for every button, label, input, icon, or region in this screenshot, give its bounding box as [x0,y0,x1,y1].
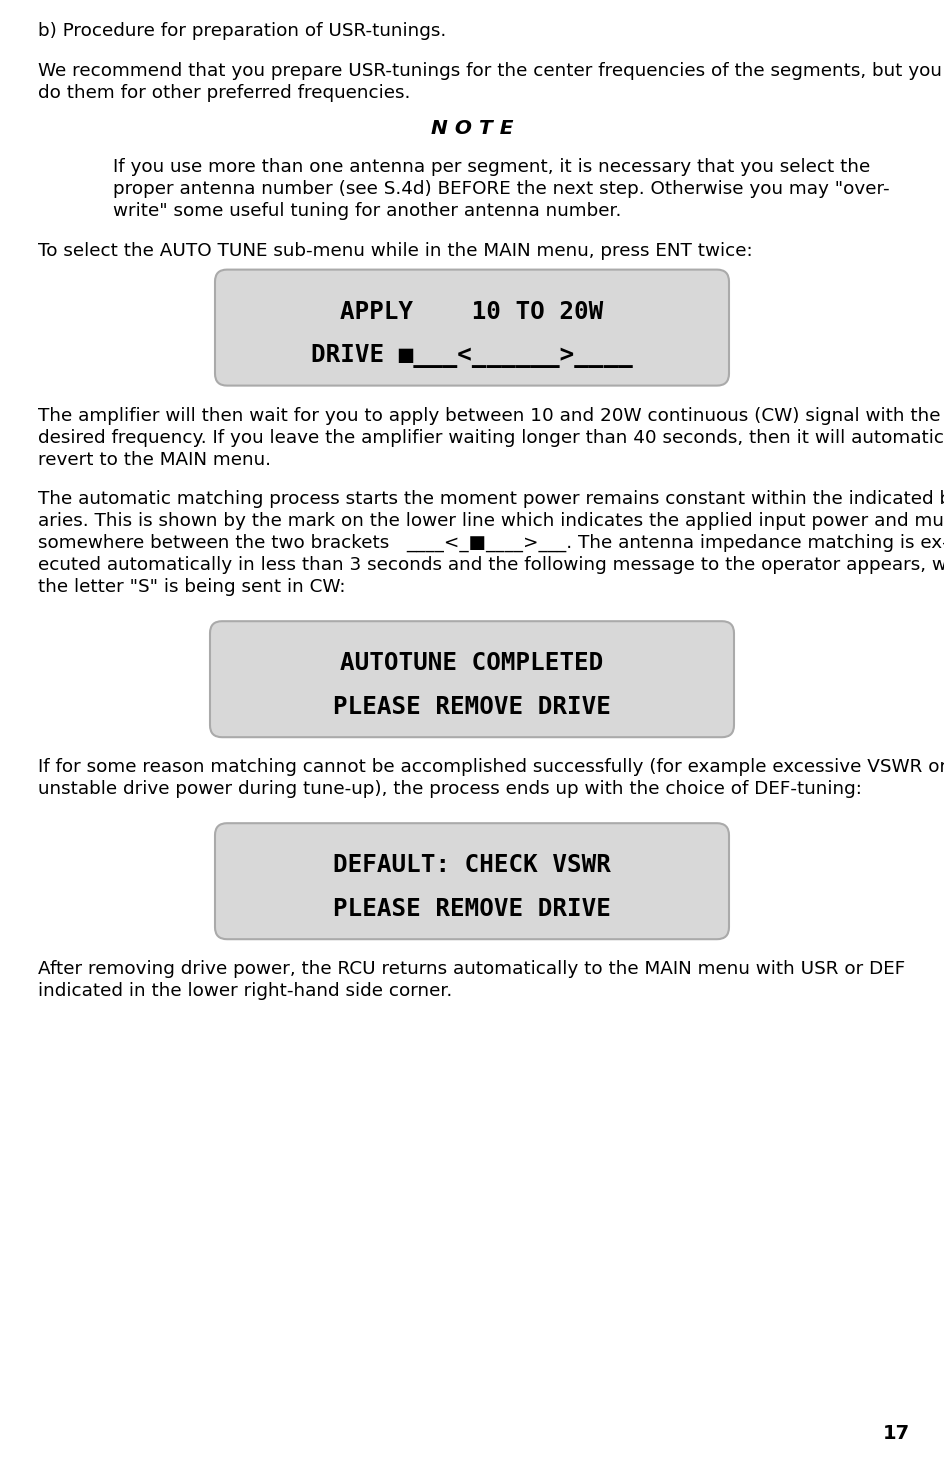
Text: desired frequency. If you leave the amplifier waiting longer than 40 seconds, th: desired frequency. If you leave the ampl… [38,429,944,446]
Text: do them for other preferred frequencies.: do them for other preferred frequencies. [38,83,410,101]
FancyBboxPatch shape [215,269,728,386]
Text: the letter "S" is being sent in CW:: the letter "S" is being sent in CW: [38,578,346,597]
Text: If you use more than one antenna per segment, it is necessary that you select th: If you use more than one antenna per seg… [113,158,869,177]
Text: After removing drive power, the RCU returns automatically to the MAIN menu with : After removing drive power, the RCU retu… [38,960,904,979]
Text: PLEASE REMOVE DRIVE: PLEASE REMOVE DRIVE [332,897,610,922]
Text: PLEASE REMOVE DRIVE: PLEASE REMOVE DRIVE [332,695,610,720]
Text: write" some useful tuning for another antenna number.: write" some useful tuning for another an… [113,202,621,221]
Text: To select the AUTO TUNE sub-menu while in the MAIN menu, press ENT twice:: To select the AUTO TUNE sub-menu while i… [38,241,751,260]
Text: If for some reason matching cannot be accomplished successfully (for example exc: If for some reason matching cannot be ac… [38,758,944,777]
Text: The automatic matching process starts the moment power remains constant within t: The automatic matching process starts th… [38,490,944,508]
Text: indicated in the lower right-hand side corner.: indicated in the lower right-hand side c… [38,982,452,1001]
Text: proper antenna number (see S.4d) BEFORE the next step. Otherwise you may "over-: proper antenna number (see S.4d) BEFORE … [113,180,888,199]
Text: ecuted automatically in less than 3 seconds and the following message to the ope: ecuted automatically in less than 3 seco… [38,556,944,573]
Text: 17: 17 [882,1423,909,1443]
Text: somewhere between the two brackets   ____<_■____>___. The antenna impedance matc: somewhere between the two brackets ____<… [38,534,944,553]
Text: We recommend that you prepare USR-tunings for the center frequencies of the segm: We recommend that you prepare USR-tuning… [38,61,944,79]
Text: DEFAULT: CHECK VSWR: DEFAULT: CHECK VSWR [332,853,610,878]
Text: b) Procedure for preparation of USR-tunings.: b) Procedure for preparation of USR-tuni… [38,22,446,40]
Text: The amplifier will then wait for you to apply between 10 and 20W continuous (CW): The amplifier will then wait for you to … [38,407,939,424]
Text: DRIVE ■___<______>____: DRIVE ■___<______>____ [311,344,632,367]
FancyBboxPatch shape [210,622,733,737]
Text: APPLY    10 TO 20W: APPLY 10 TO 20W [340,300,603,323]
Text: unstable drive power during tune-up), the process ends up with the choice of DEF: unstable drive power during tune-up), th… [38,780,861,799]
FancyBboxPatch shape [215,824,728,939]
Text: aries. This is shown by the mark on the lower line which indicates the applied i: aries. This is shown by the mark on the … [38,512,944,530]
Text: AUTOTUNE COMPLETED: AUTOTUNE COMPLETED [340,651,603,676]
Text: revert to the MAIN menu.: revert to the MAIN menu. [38,451,271,468]
Text: N O T E: N O T E [430,119,513,138]
